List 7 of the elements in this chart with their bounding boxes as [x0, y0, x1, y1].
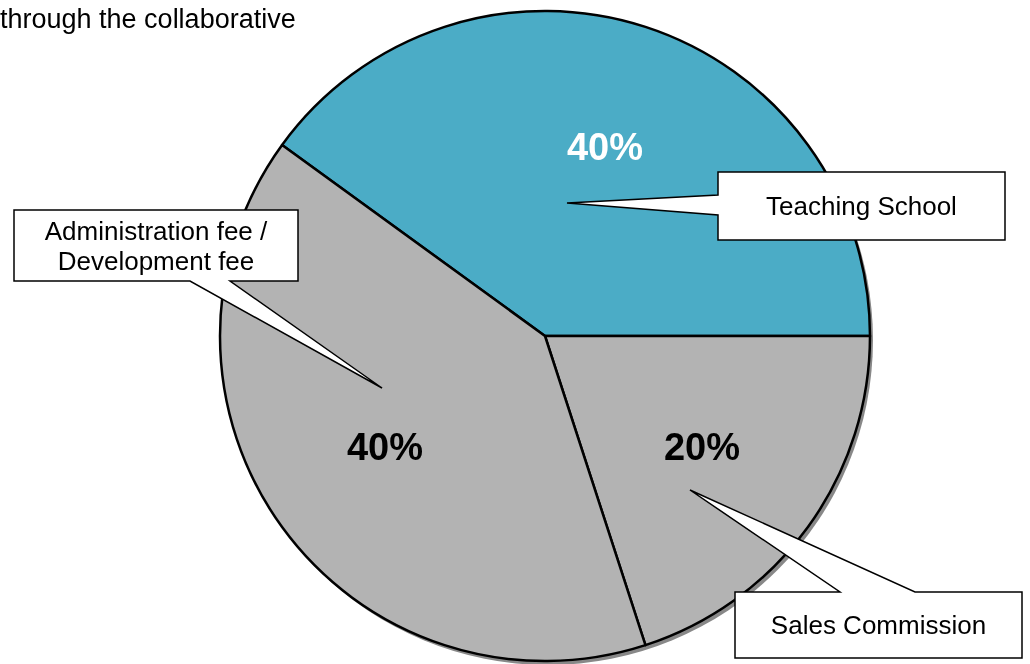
- data-label: 40%: [346, 426, 424, 469]
- slice-label: Administration fee / Development fee: [44, 215, 269, 276]
- data-label: 20%: [663, 426, 741, 469]
- data-label: 40%: [566, 126, 644, 169]
- slice-label: Sales Commission: [770, 610, 987, 640]
- slice-label: Teaching School: [766, 191, 957, 221]
- chart-title: through the collaborative: [0, 4, 296, 34]
